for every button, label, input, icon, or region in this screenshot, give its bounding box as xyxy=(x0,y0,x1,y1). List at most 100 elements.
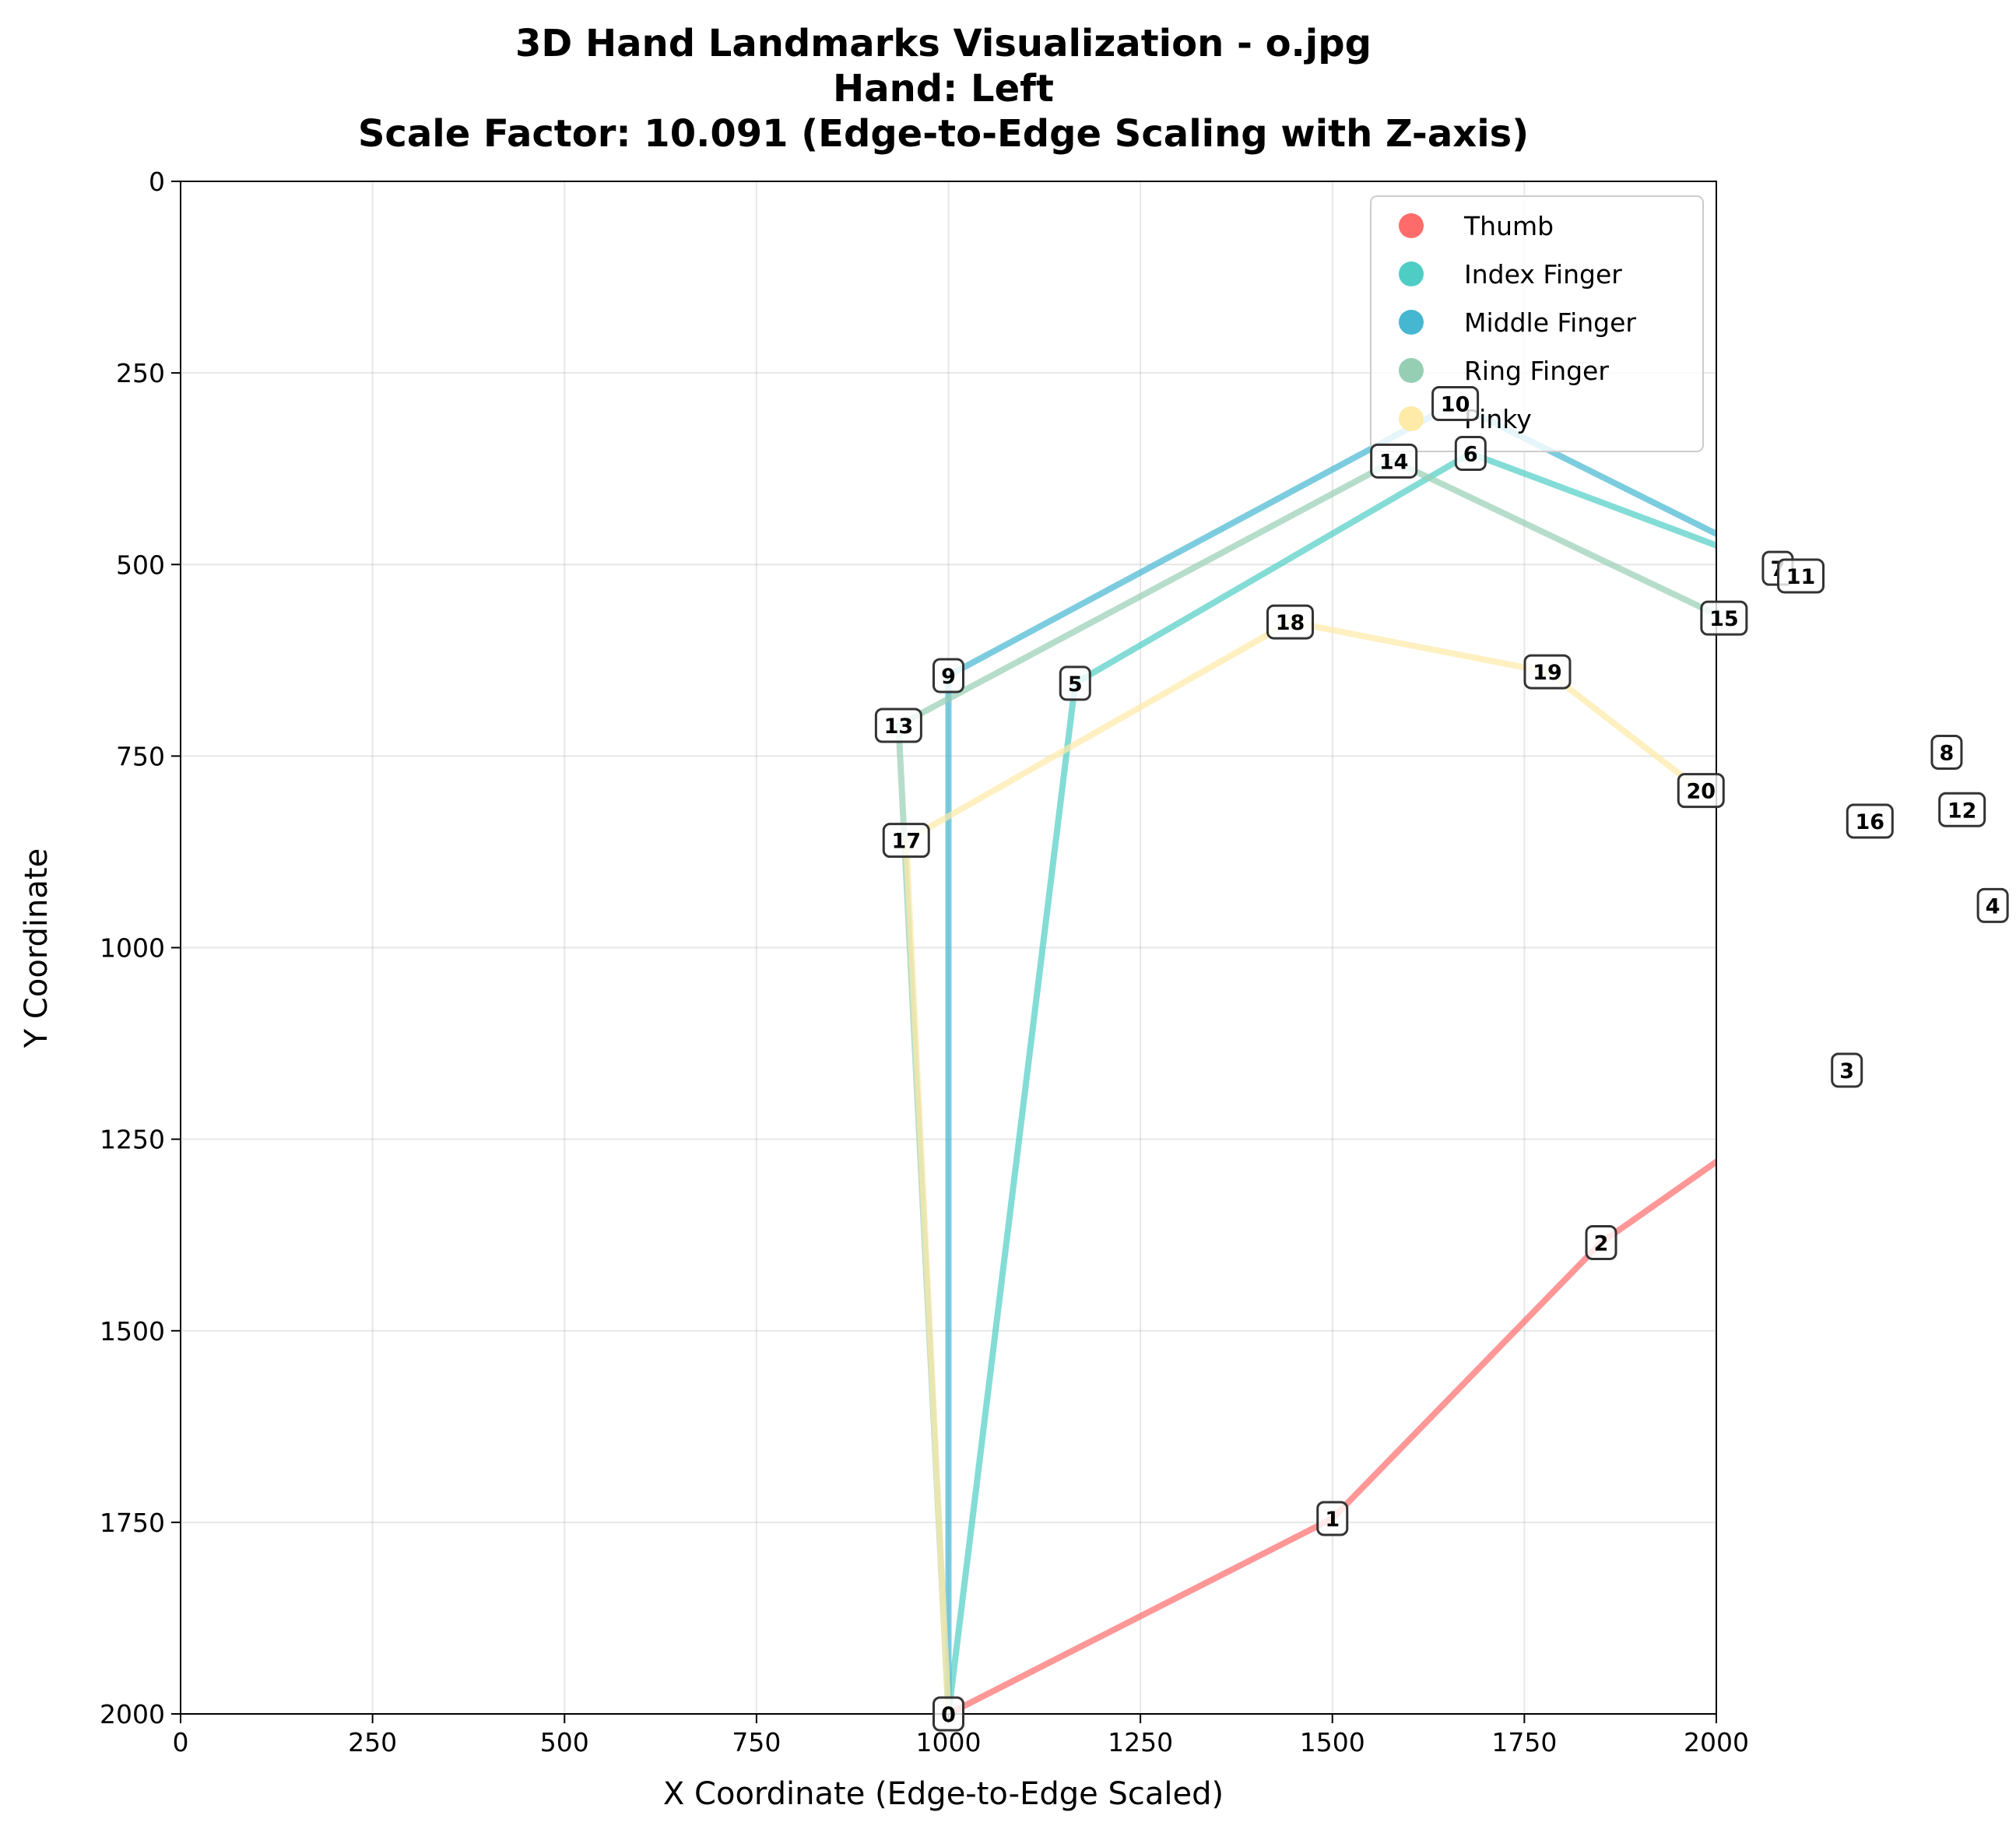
landmark-label-text: 0 xyxy=(941,1703,956,1727)
landmark-label-text: 10 xyxy=(1441,393,1470,417)
landmark-label-1: 1 xyxy=(1316,1501,1349,1536)
landmark-label-box xyxy=(1370,443,1418,479)
landmark-label-17: 17 xyxy=(882,823,930,859)
landmark-label-3: 3 xyxy=(1831,1052,1863,1088)
landmark-label-text: 17 xyxy=(891,830,921,854)
landmark-label-text: 16 xyxy=(1856,810,1885,834)
landmark-label-20: 20 xyxy=(1677,773,1725,809)
y-tick-label: 1500 xyxy=(100,1316,165,1347)
legend-entry-label: Index Finger xyxy=(1464,259,1622,290)
legend-entry-label: Ring Finger xyxy=(1464,356,1609,386)
landmark-label-box xyxy=(1930,734,1963,770)
landmark-label-12: 12 xyxy=(1938,792,1986,827)
x-tick-label: 1000 xyxy=(916,1727,982,1757)
landmark-label-0: 0 xyxy=(932,1696,964,1732)
landmark-label-box xyxy=(1700,600,1748,636)
landmark-label-13: 13 xyxy=(874,708,922,743)
landmark-label-9: 9 xyxy=(932,658,964,694)
landmark-label-15: 15 xyxy=(1700,600,1748,636)
y-tick-label: 0 xyxy=(149,167,165,197)
y-tick-label: 750 xyxy=(116,741,165,771)
landmark-label-10: 10 xyxy=(1431,386,1480,422)
legend-marker xyxy=(1399,262,1424,286)
landmark-label-box xyxy=(1585,1225,1617,1261)
legend-entry-label: Thumb xyxy=(1463,211,1554,241)
landmark-label-14: 14 xyxy=(1370,443,1418,479)
landmark-label-box xyxy=(1846,803,1894,839)
x-axis-label: X Coordinate (Edge-to-Edge Scaled) xyxy=(663,1776,1224,1812)
legend-entry-label: Middle Finger xyxy=(1464,307,1636,338)
y-tick-label: 1000 xyxy=(100,933,165,964)
landmark-label-text: 2 xyxy=(1594,1232,1609,1256)
landmark-label-box xyxy=(1431,386,1480,422)
landmark-label-text: 6 xyxy=(1463,442,1478,466)
title-line-1: 3D Hand Landmarks Visualization - o.jpg xyxy=(515,22,1372,65)
landmark-label-18: 18 xyxy=(1266,604,1314,640)
tick-labels: 0 250 500 750 1000 1250 1500 1750 20000250500750… xyxy=(100,167,1749,1757)
y-tick-label: 2000 xyxy=(100,1699,165,1729)
landmark-label-6: 6 xyxy=(1454,435,1487,471)
landmark-label-box xyxy=(1777,558,1825,594)
series-line-ring-finger xyxy=(895,458,1716,1714)
landmark-label-box xyxy=(874,708,922,743)
series-lines xyxy=(895,400,1716,1714)
y-tick-label: 250 xyxy=(116,358,165,388)
landmark-label-19: 19 xyxy=(1523,654,1572,690)
x-tick-label: 750 xyxy=(732,1727,781,1757)
landmark-label-box xyxy=(1938,792,1986,827)
series-line-thumb xyxy=(947,1157,1716,1714)
series-line-middle-finger xyxy=(945,400,1716,1714)
x-tick-label: 2000 xyxy=(1684,1727,1749,1757)
landmark-label-4: 4 xyxy=(1976,887,2009,923)
landmark-label-box xyxy=(1316,1501,1349,1536)
landmark-label-box xyxy=(1831,1052,1863,1088)
y-tick-label: 1250 xyxy=(100,1125,165,1155)
landmark-label-box xyxy=(1266,604,1314,640)
landmark-label-box xyxy=(1523,654,1572,690)
landmark-label-text: 14 xyxy=(1379,450,1409,474)
title-line-3: Scale Factor: 10.091 (Edge-to-Edge Scali… xyxy=(358,112,1529,156)
landmark-label-text: 15 xyxy=(1709,607,1739,631)
landmark-label-text: 19 xyxy=(1533,661,1562,685)
x-tick-label: 1750 xyxy=(1491,1727,1557,1757)
y-axis-label: Y Coordinate xyxy=(19,848,54,1048)
legend-marker xyxy=(1399,406,1424,431)
y-tick-label: 1750 xyxy=(100,1508,165,1538)
landmark-label-8: 8 xyxy=(1930,734,1963,770)
landmark-label-box xyxy=(1976,887,2009,923)
series-line-index-finger xyxy=(945,450,1716,1714)
legend-marker xyxy=(1399,310,1424,335)
landmark-label-box xyxy=(932,1696,964,1732)
series-line-pinky xyxy=(903,619,1703,1714)
landmark-label-text: 13 xyxy=(884,715,914,739)
landmark-label-11: 11 xyxy=(1777,558,1825,594)
chart-title: 3D Hand Landmarks Visualization - o.jpg … xyxy=(358,22,1529,156)
landmark-label-text: 3 xyxy=(1839,1059,1854,1083)
landmark-label-box xyxy=(882,823,930,859)
y-tick-label: 500 xyxy=(116,550,165,580)
landmark-label-2: 2 xyxy=(1585,1225,1617,1261)
legend-marker xyxy=(1399,358,1424,383)
legend-marker xyxy=(1399,213,1424,238)
landmark-label-box xyxy=(1677,773,1725,809)
landmark-label-box xyxy=(1454,435,1487,471)
legend: Thumb Index Finger Middle Finger Ring Finge… xyxy=(1370,195,1704,452)
landmark-label-text: 18 xyxy=(1276,611,1305,635)
landmark-label-text: 4 xyxy=(1986,894,2000,918)
x-tick-label: 500 xyxy=(540,1727,589,1757)
landmark-label-text: 9 xyxy=(941,665,956,689)
landmark-label-16: 16 xyxy=(1846,803,1894,839)
landmark-labels: 01234567891011121314151617181920 xyxy=(874,386,2009,1732)
x-tick-label: 250 xyxy=(348,1727,397,1757)
landmark-label-5: 5 xyxy=(1059,665,1091,701)
title-line-2: Hand: Left xyxy=(833,67,1054,111)
x-tick-label: 0 xyxy=(173,1727,189,1757)
landmark-label-text: 20 xyxy=(1686,780,1716,804)
landmark-label-text: 1 xyxy=(1325,1508,1340,1532)
landmark-label-text: 8 xyxy=(1940,741,1955,765)
landmark-label-text: 11 xyxy=(1786,565,1816,589)
x-tick-label: 1250 xyxy=(1108,1727,1173,1757)
x-tick-label: 1500 xyxy=(1300,1727,1365,1757)
landmark-label-text: 5 xyxy=(1068,672,1083,697)
